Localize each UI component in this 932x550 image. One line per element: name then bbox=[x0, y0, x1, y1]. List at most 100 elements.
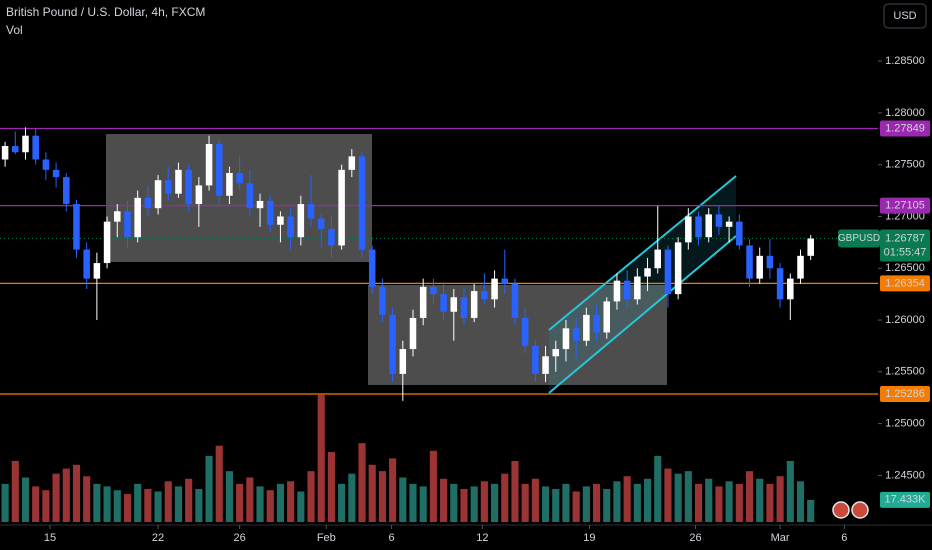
candle-body bbox=[634, 276, 641, 300]
volume-bar bbox=[32, 486, 40, 522]
y-tick-label: 1.25000 bbox=[885, 418, 925, 430]
volume-bar bbox=[521, 483, 529, 522]
x-tick-label: 22 bbox=[152, 532, 164, 544]
candle-body bbox=[215, 143, 223, 196]
level-tag-label: 1.25286 bbox=[885, 388, 925, 400]
volume-bar bbox=[460, 488, 468, 522]
volume-bar bbox=[440, 478, 448, 522]
candle-body bbox=[521, 317, 529, 346]
candle-body bbox=[562, 328, 570, 350]
indicator-label: Vol bbox=[6, 23, 23, 37]
candle-body bbox=[756, 255, 763, 279]
channel-line bbox=[548, 175, 737, 331]
candle-body bbox=[460, 297, 468, 318]
candle-body bbox=[725, 221, 733, 227]
x-tick-label: Feb bbox=[317, 532, 336, 544]
price-axis bbox=[878, 0, 932, 550]
level-tag bbox=[880, 385, 930, 402]
y-tick-label: 1.25500 bbox=[885, 366, 925, 378]
volume-bar bbox=[674, 473, 682, 522]
candle-body bbox=[491, 278, 498, 300]
volume-bar bbox=[552, 488, 560, 522]
symbol-tag-label: GBPUSD bbox=[838, 233, 880, 244]
candle-body bbox=[685, 216, 692, 243]
volume-bar bbox=[368, 464, 376, 522]
volume-bar bbox=[796, 481, 805, 522]
candle-body bbox=[419, 286, 427, 318]
candle-body bbox=[154, 180, 162, 209]
volume-bar bbox=[654, 455, 662, 522]
candle-body bbox=[787, 278, 794, 300]
level-tag bbox=[880, 275, 930, 292]
y-tick-label: 1.28000 bbox=[885, 107, 925, 119]
currency-button[interactable] bbox=[883, 3, 927, 29]
candle-body bbox=[501, 278, 509, 284]
volume-bar bbox=[572, 491, 580, 522]
volume-bar bbox=[592, 483, 601, 522]
volume-bar bbox=[134, 483, 142, 522]
volume-bar bbox=[705, 478, 713, 522]
level-tag bbox=[880, 120, 930, 137]
x-tick-label: 26 bbox=[234, 532, 246, 544]
y-tick-label: 1.28500 bbox=[885, 55, 925, 67]
volume-bar bbox=[786, 460, 794, 522]
x-tick-label: 6 bbox=[841, 532, 847, 544]
candle-body bbox=[277, 216, 284, 225]
volume-bar bbox=[725, 481, 733, 522]
volume-bar bbox=[766, 483, 774, 522]
volume-bar bbox=[409, 483, 417, 522]
volume-bar bbox=[358, 443, 366, 522]
volume-bar bbox=[327, 452, 335, 522]
candle-body bbox=[348, 156, 356, 170]
volume-bar bbox=[103, 486, 111, 522]
candle-body bbox=[114, 211, 121, 222]
y-tick-label: 1.27500 bbox=[885, 159, 925, 171]
price-tag bbox=[880, 229, 930, 262]
volume-bar bbox=[205, 455, 213, 522]
volume-bar bbox=[276, 483, 284, 522]
currency-button-label[interactable]: USD bbox=[893, 10, 916, 22]
candle-body bbox=[552, 349, 560, 357]
candle-body bbox=[766, 255, 774, 269]
axis-layer: 1.285001.280001.275001.270001.265001.260… bbox=[44, 55, 930, 544]
candle-body bbox=[654, 249, 661, 269]
candle-body bbox=[134, 197, 141, 238]
volume-tag bbox=[880, 491, 930, 508]
candle-body bbox=[124, 211, 131, 238]
volume-bar bbox=[389, 458, 397, 522]
candle-body bbox=[409, 317, 417, 350]
event-icon[interactable] bbox=[832, 501, 850, 519]
candle-body bbox=[715, 214, 723, 227]
volume-bar bbox=[664, 468, 672, 522]
candle-body bbox=[705, 214, 712, 238]
volume-bar bbox=[531, 478, 539, 522]
volume-bar bbox=[694, 483, 703, 522]
volume-bar bbox=[378, 471, 386, 522]
volume-bar bbox=[195, 488, 203, 522]
volume-bar bbox=[62, 468, 70, 522]
candle-body bbox=[776, 268, 784, 300]
volume-bar bbox=[93, 483, 101, 522]
symbol-tag bbox=[838, 229, 880, 248]
candle-body bbox=[185, 169, 192, 205]
volume-bar bbox=[317, 394, 325, 522]
candle-body bbox=[32, 135, 39, 160]
x-tick-label: 15 bbox=[44, 532, 56, 544]
candle-body bbox=[307, 204, 315, 219]
candle-body bbox=[389, 314, 396, 374]
volume-bar bbox=[215, 445, 223, 522]
volume-bar bbox=[297, 491, 305, 522]
event-icon[interactable] bbox=[851, 501, 869, 519]
candle-body bbox=[195, 185, 203, 205]
volume-tag-label: 17.433K bbox=[885, 494, 927, 506]
volume-layer bbox=[1, 394, 815, 522]
candle-body bbox=[256, 200, 264, 209]
volume-bar bbox=[480, 481, 488, 522]
volume-bar bbox=[21, 477, 30, 522]
candle-body bbox=[52, 169, 60, 178]
candle-body bbox=[481, 291, 488, 300]
candle-body bbox=[144, 197, 152, 209]
level-tag-label: 1.26354 bbox=[885, 277, 925, 289]
candle-body bbox=[695, 216, 702, 238]
volume-bar bbox=[287, 481, 295, 522]
